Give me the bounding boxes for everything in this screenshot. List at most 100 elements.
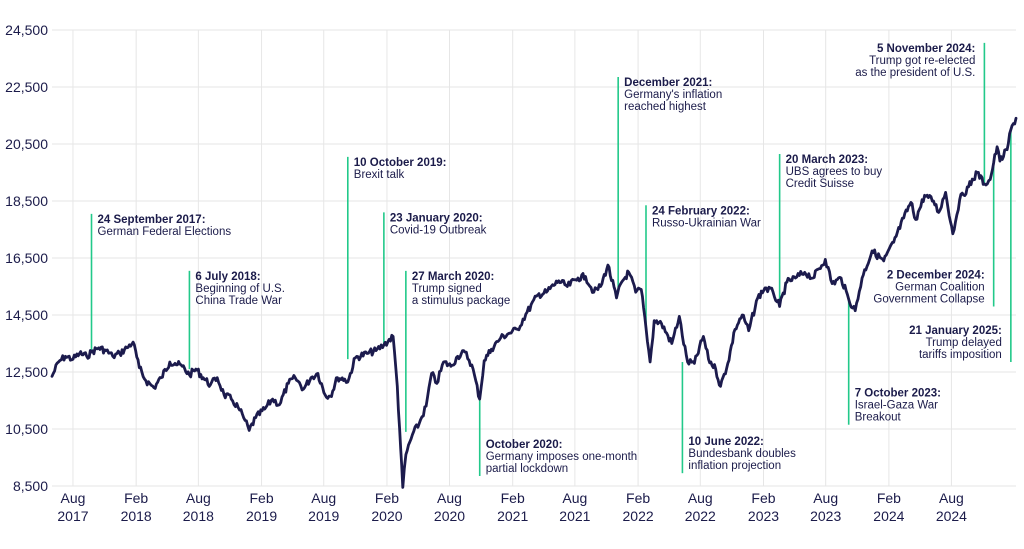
x-tick-year: 2023 [748,508,779,524]
x-tick-year: 2019 [246,508,277,524]
annotation-title: 5 November 2024: [877,43,975,55]
annotation-text: Beginning of U.S. [195,283,285,295]
x-tick-year: 2020 [434,508,465,524]
annotation-text: Russo-Ukrainian War [652,217,761,229]
x-tick-label: Feb 2020 [371,490,402,524]
x-tick-label: Aug 2023 [810,490,841,524]
x-tick-label: Aug 2021 [559,490,590,524]
x-tick-label: Feb 2021 [497,490,528,524]
x-tick-year: 2020 [371,508,402,524]
x-tick-year: 2018 [183,508,214,524]
x-tick-year: 2024 [873,508,904,524]
annotation-label: 7 October 2023: Israel-Gaza War Breakout [855,388,941,424]
x-tick-year: 2021 [559,508,590,524]
x-tick-label: Aug 2017 [57,490,88,524]
annotation-text: German Federal Elections [98,226,232,238]
annotation-text: Bundesbank doubles [688,448,796,460]
x-tick-year: 2017 [57,508,88,524]
x-tick-month: Feb [751,490,775,506]
annotation-title: 20 March 2023: [786,154,868,166]
x-tick-label: Feb 2022 [623,490,654,524]
annotation-text: Breakout [855,412,902,424]
x-tick-month: Aug [688,490,713,506]
annotation-text: Covid-19 Outbreak [390,224,487,236]
x-tick-label: Aug 2018 [183,490,214,524]
annotation-title: 24 September 2017: [98,214,206,226]
annotation-title: 24 February 2022: [652,205,750,217]
x-tick-month: Feb [877,490,901,506]
annotation-text: German Coalition [895,281,984,293]
x-tick-month: Aug [437,490,462,506]
annotation-label: 23 January 2020: Covid-19 Outbreak [390,212,487,236]
x-tick-month: Aug [562,490,587,506]
x-tick-month: Aug [311,490,336,506]
x-tick-month: Feb [124,490,148,506]
annotation-title: 10 October 2019: [354,157,447,169]
x-tick-label: Feb 2023 [748,490,779,524]
y-tick-label: 24,500 [5,22,48,38]
x-tick-year: 2019 [308,508,339,524]
annotation-text: as the president of U.S. [855,67,975,79]
annotation-markers [90,42,1012,477]
annotation-title: December 2021: [624,77,712,89]
x-tick-month: Aug [60,490,85,506]
x-tick-month: Feb [626,490,650,506]
annotation-text: Brexit talk [354,169,405,181]
x-tick-label: Feb 2019 [246,490,277,524]
y-tick-label: 12,500 [5,364,48,380]
annotation-label: 21 January 2025: Trump delayed tariffs imp… [909,325,1002,361]
annotation-label: 20 March 2023: UBS agrees to buy Credit Su… [786,154,883,190]
annotation-text: Trump signed [412,283,482,295]
annotation-label: 24 February 2022: Russo-Ukrainian War [652,205,761,229]
annotation-label: 5 November 2024: Trump got re-elected as t… [855,43,975,79]
annotation-labels: 24 September 2017: German Federal Electio… [98,43,1002,475]
annotation-title: 7 October 2023: [855,388,941,400]
annotation-text: Trump got re-elected [869,55,975,67]
y-tick-label: 22,500 [5,79,48,95]
x-tick-month: Aug [939,490,964,506]
x-tick-month: Aug [186,490,211,506]
annotation-text: inflation projection [688,460,781,472]
x-tick-label: Feb 2024 [873,490,904,524]
annotation-label: 2 December 2024: German Coalition Governme… [873,269,984,305]
series-line-index [50,116,1018,489]
x-tick-month: Feb [501,490,525,506]
x-axis: Aug 2017 Feb 2018 Aug 2018 Feb 2019 Aug 2019 Feb 20… [57,490,967,524]
x-tick-year: 2018 [121,508,152,524]
annotation-label: 24 September 2017: German Federal Electio… [98,214,232,238]
annotation-text: tariffs imposition [919,349,1002,361]
annotation-label: October 2020: Germany imposes one-month pa… [486,439,637,475]
annotation-label: 27 March 2020: Trump signed a stimulus pac… [412,271,510,307]
annotation-label: 10 October 2019: Brexit talk [354,157,447,181]
y-tick-label: 8,500 [13,478,48,494]
x-tick-label: Aug 2024 [936,490,967,524]
y-tick-label: 10,500 [5,421,48,437]
y-tick-label: 20,500 [5,136,48,152]
annotation-text: Germany imposes one-month [486,451,637,463]
y-tick-label: 18,500 [5,193,48,209]
annotation-title: October 2020: [486,439,563,451]
x-tick-year: 2022 [685,508,716,524]
annotation-text: China Trade War [195,295,282,307]
x-tick-month: Feb [375,490,399,506]
annotation-text: UBS agrees to buy [786,166,883,178]
annotation-text: Germany's inflation [624,89,722,101]
annotation-title: 21 January 2025: [909,325,1002,337]
y-axis: 8,500 10,500 12,500 14,500 16,500 18,500 20,50… [5,22,48,494]
annotation-title: 6 July 2018: [195,271,260,283]
annotation-title: 23 January 2020: [390,212,483,224]
annotation-title: 10 June 2022: [688,436,763,448]
annotation-text: a stimulus package [412,295,510,307]
x-tick-label: Aug 2022 [685,490,716,524]
x-tick-label: Aug 2020 [434,490,465,524]
grid [52,29,1016,487]
annotation-title: 27 March 2020: [412,271,494,283]
annotation-text: partial lockdown [486,463,568,475]
annotation-text: Israel-Gaza War [855,400,938,412]
annotation-label: December 2021: Germany's inflation reached… [624,77,722,113]
x-tick-month: Aug [813,490,838,506]
annotation-label: 6 July 2018: Beginning of U.S. China Trade… [195,271,285,307]
annotation-text: reached highest [624,101,707,113]
annotation-text: Trump delayed [926,337,1002,349]
